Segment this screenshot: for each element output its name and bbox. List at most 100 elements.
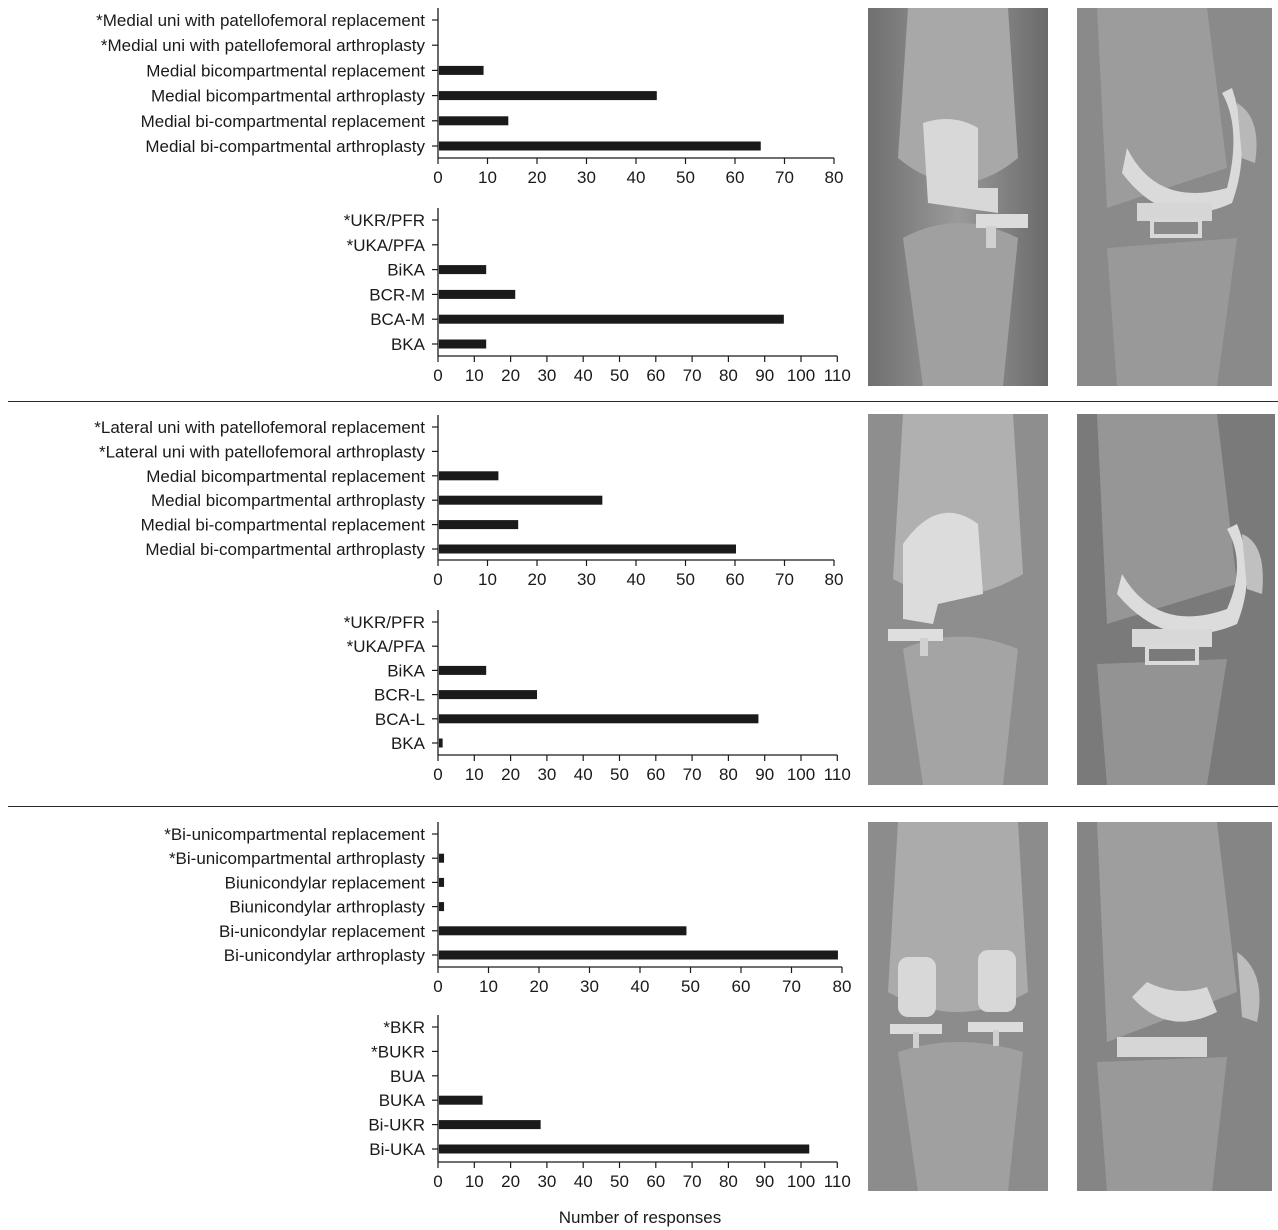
bar <box>439 714 759 724</box>
x-tick-label: 60 <box>732 977 751 996</box>
x-tick-label: 100 <box>787 366 815 385</box>
category-label: Biunicondylar replacement <box>225 873 426 892</box>
x-tick-label: 10 <box>465 765 484 784</box>
category-label: *UKA/PFA <box>347 637 426 656</box>
x-tick-label: 60 <box>646 1172 665 1191</box>
lateral-ap-xray <box>868 414 1048 785</box>
x-tick-label: 40 <box>631 977 650 996</box>
category-label: *BUKR <box>371 1042 425 1061</box>
x-tick-label: 80 <box>833 977 852 996</box>
x-tick-label: 20 <box>530 977 549 996</box>
category-label: BKA <box>391 335 426 354</box>
x-tick-label: 40 <box>627 570 646 589</box>
x-tick-label: 70 <box>683 765 702 784</box>
lateral-lateral-xray <box>1077 414 1275 785</box>
x-tick-label: 100 <box>787 1172 815 1191</box>
x-tick-label: 60 <box>646 765 665 784</box>
chart-panel-6: *BKR *BUKR BUA BUKA Bi-UKR Bi-UKA 0 10 20 30 40 50 6… <box>368 1015 851 1191</box>
x-tick-label: 70 <box>775 570 794 589</box>
category-label: BiKA <box>387 261 425 280</box>
category-label: Medial bi-compartmental replacement <box>141 112 426 131</box>
bar <box>439 690 538 700</box>
x-tick-label: 10 <box>465 366 484 385</box>
x-tick-label: 20 <box>528 570 547 589</box>
bar <box>439 314 784 324</box>
x-tick-label: 30 <box>577 168 596 187</box>
category-label: BCR-L <box>374 686 425 705</box>
x-tick-label: 110 <box>824 765 851 784</box>
bar <box>439 1120 541 1130</box>
bar <box>439 738 443 748</box>
bar <box>439 65 484 75</box>
x-tick-label: 30 <box>580 977 599 996</box>
category-label: BCA-L <box>375 710 425 729</box>
x-tick-label: 110 <box>824 366 851 385</box>
x-tick-label: 40 <box>574 1172 593 1191</box>
bar <box>439 265 487 275</box>
x-tick-label: 40 <box>627 168 646 187</box>
bar <box>439 1144 810 1154</box>
bar <box>439 339 487 349</box>
category-label: Biunicondylar arthroplasty <box>229 898 425 917</box>
chart-panel-2: *UKR/PFR *UKA/PFA BiKA BCR-M BCA-M BKA 0 10 20 30… <box>344 208 851 385</box>
category-label: BUKA <box>379 1091 426 1110</box>
x-tick-label: 60 <box>726 168 745 187</box>
bar <box>439 902 445 912</box>
x-tick-label: 0 <box>433 366 442 385</box>
category-label: Medial bicompartmental replacement <box>146 61 425 80</box>
x-tick-label: 80 <box>719 366 738 385</box>
category-label: BiKA <box>387 661 425 680</box>
x-tick-label: 80 <box>825 570 844 589</box>
bar <box>439 116 509 126</box>
category-label: *Lateral uni with patellofemoral replace… <box>94 418 425 437</box>
x-tick-label: 10 <box>478 570 497 589</box>
x-tick-label: 60 <box>726 570 745 589</box>
bar <box>439 495 603 505</box>
x-tick-label: 70 <box>683 1172 702 1191</box>
category-label: BKA <box>391 734 426 753</box>
bar <box>439 141 761 151</box>
chart-panel-4: *UKR/PFR *UKA/PFA BiKA BCR-L BCA-L BKA 0 10 20 30… <box>344 610 851 784</box>
category-label: Medial bi-compartmental arthroplasty <box>145 540 425 559</box>
x-tick-label: 90 <box>755 366 774 385</box>
x-tick-label: 30 <box>537 366 556 385</box>
x-tick-label: 10 <box>465 1172 484 1191</box>
category-label: *UKA/PFA <box>347 236 426 255</box>
category-label: Bi-UKA <box>369 1140 425 1159</box>
bar <box>439 471 499 481</box>
x-tick-label: 30 <box>537 1172 556 1191</box>
bar <box>439 926 687 936</box>
x-tick-label: 50 <box>610 1172 629 1191</box>
category-label: *UKR/PFR <box>344 613 425 632</box>
bar <box>439 877 445 887</box>
x-axis-title: Number of responses <box>558 1208 722 1227</box>
x-tick-label: 70 <box>775 168 794 187</box>
category-label: Medial bi-compartmental replacement <box>141 516 426 535</box>
x-tick-label: 20 <box>501 765 520 784</box>
category-label: *BKR <box>383 1018 425 1037</box>
x-tick-label: 30 <box>537 765 556 784</box>
category-label: BCR-M <box>369 285 425 304</box>
x-tick-label: 0 <box>433 765 442 784</box>
bar <box>439 520 519 530</box>
category-label: Bi-unicondylar replacement <box>219 922 425 941</box>
x-tick-label: 100 <box>787 765 815 784</box>
x-tick-label: 10 <box>478 168 497 187</box>
bar <box>439 544 736 554</box>
x-tick-label: 10 <box>479 977 498 996</box>
bar <box>439 853 445 863</box>
category-label: Medial bicompartmental replacement <box>146 467 425 486</box>
category-label: Medial bi-compartmental arthroplasty <box>145 137 425 156</box>
category-label: Medial bicompartmental arthroplasty <box>151 87 426 106</box>
x-tick-label: 30 <box>577 570 596 589</box>
x-tick-label: 110 <box>824 1172 851 1191</box>
category-label: BUA <box>390 1067 426 1086</box>
chart-panel-5: *Bi-unicompartmental replacement *Bi-unic… <box>164 822 851 996</box>
category-label: *Bi-unicompartmental replacement <box>164 825 425 844</box>
x-tick-label: 80 <box>719 1172 738 1191</box>
medial-ap-xray <box>868 8 1048 386</box>
category-label: *Bi-unicompartmental arthroplasty <box>169 849 426 868</box>
x-tick-label: 50 <box>676 570 695 589</box>
x-tick-label: 60 <box>646 366 665 385</box>
